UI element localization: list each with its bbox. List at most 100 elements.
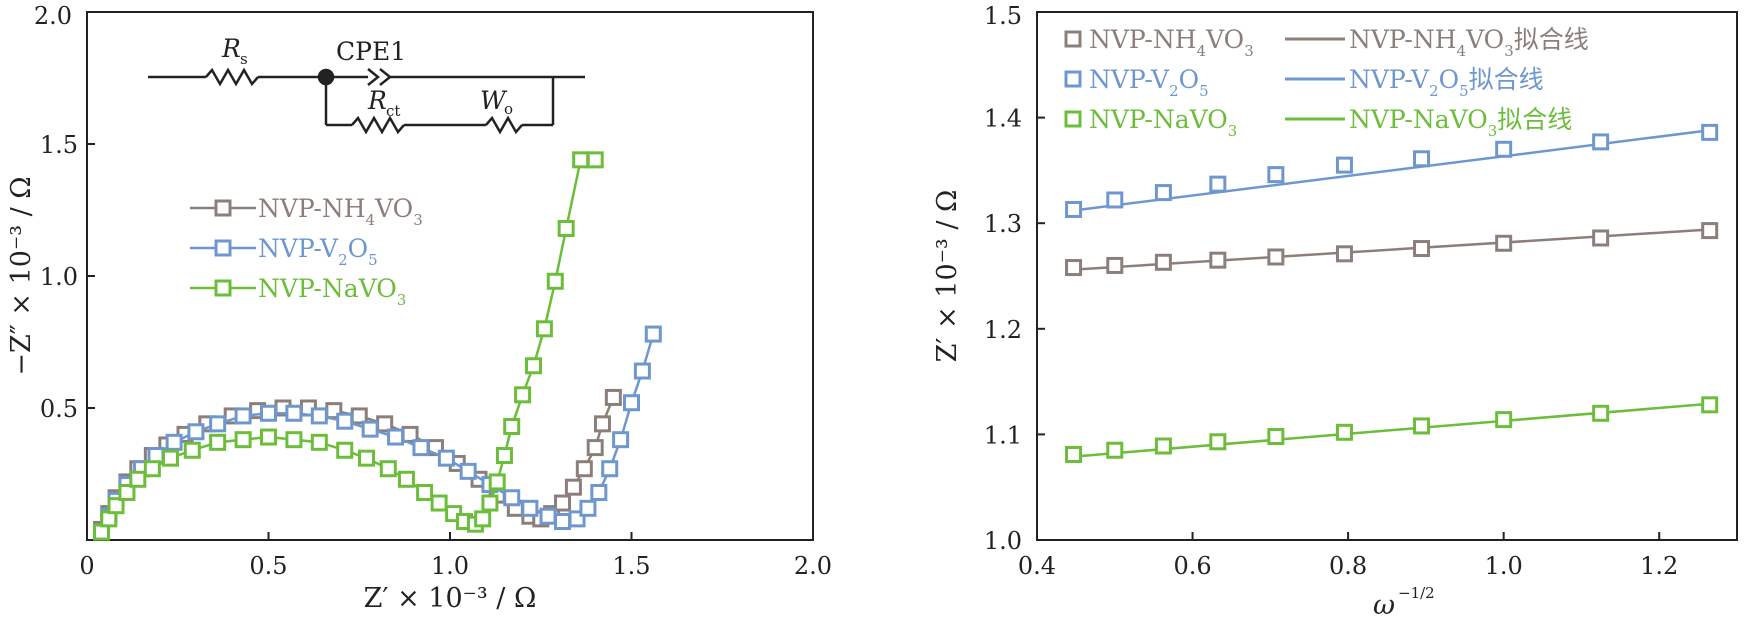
warburg-plot-frame bbox=[1036, 11, 1738, 541]
legend-label-name-sub1: 4 bbox=[366, 211, 376, 229]
warburg-data-point bbox=[1065, 445, 1083, 463]
warburg-series bbox=[1065, 123, 1719, 463]
warburg-data-point bbox=[1209, 433, 1227, 451]
nyquist-y-tick-label: 0.5 bbox=[40, 395, 78, 423]
warburg-data-point bbox=[1267, 166, 1285, 184]
nyquist-data-point bbox=[524, 357, 542, 375]
nyquist-data-point bbox=[437, 449, 455, 467]
legend-label-name-main: NVP-NH bbox=[258, 194, 366, 223]
warburg-element bbox=[485, 115, 523, 135]
circuit-label-rs: R bbox=[221, 34, 241, 63]
warburg-data-point bbox=[1267, 248, 1285, 266]
warburg-y-tick-label: 1.1 bbox=[984, 421, 1022, 449]
nyquist-legend-marker bbox=[214, 279, 232, 297]
cpe-element-left bbox=[367, 68, 381, 86]
nyquist-data-point bbox=[564, 478, 582, 496]
legend-label-name-sub2: 3 bbox=[413, 211, 423, 229]
nyquist-x-tick-label: 2.0 bbox=[794, 552, 832, 580]
warburg-y-tick-label: 1.3 bbox=[984, 210, 1022, 238]
warburg-y-tick-label: 1.5 bbox=[984, 2, 1022, 30]
legend-label-name-sub1: 4 bbox=[1457, 42, 1467, 60]
nyquist-data-point bbox=[521, 499, 539, 517]
warburg-data-point bbox=[1335, 245, 1353, 263]
nyquist-data-point bbox=[336, 441, 354, 459]
nyquist-data-point bbox=[209, 415, 227, 433]
legend-label-name-main: NVP-V bbox=[1089, 65, 1170, 94]
legend-label-name-sub1: 4 bbox=[1197, 42, 1207, 60]
legend-label-name-main: NVP-NH bbox=[1089, 25, 1197, 54]
legend-label-name-sub1: 2 bbox=[338, 251, 348, 269]
warburg-x-axis-label-sup: −1/2 bbox=[1398, 584, 1435, 602]
nyquist-x-tick-label: 0.5 bbox=[249, 552, 287, 580]
nyquist-legend-label: NVP-NaVO3 bbox=[258, 274, 406, 309]
legend-label-name-sub2: 3 bbox=[1504, 42, 1514, 60]
warburg-data-point bbox=[1267, 428, 1285, 446]
nyquist-data-point bbox=[107, 497, 125, 515]
nyquist-data-point bbox=[358, 449, 376, 467]
warburg-data-point bbox=[1413, 150, 1431, 168]
nyquist-data-point bbox=[165, 433, 183, 451]
nyquist-data-point bbox=[481, 494, 499, 512]
nyquist-y-tick-label: 1.0 bbox=[40, 263, 78, 291]
nyquist-data-point bbox=[161, 449, 179, 467]
legend-label-name-main: NVP-V bbox=[258, 234, 339, 263]
legend-label-name-sub1: 3 bbox=[397, 291, 407, 309]
nyquist-data-point bbox=[546, 272, 564, 290]
nyquist-data-point bbox=[623, 394, 640, 412]
warburg-legend-label: NVP-NaVO3 bbox=[1089, 105, 1237, 140]
legend-label-name-mid: O bbox=[348, 234, 369, 263]
warburg-legend-marker bbox=[1064, 110, 1082, 128]
legend-label-fit-suffix: 拟合线 bbox=[1497, 105, 1572, 134]
nyquist-data-point bbox=[285, 431, 303, 449]
warburg-x-tick-label: 0.4 bbox=[1018, 552, 1056, 580]
warburg-data-point bbox=[1065, 200, 1083, 218]
warburg-legend-fit-label: NVP-NaVO3拟合线 bbox=[1349, 105, 1572, 140]
nyquist-data-point bbox=[593, 415, 611, 433]
nyquist-data-point bbox=[285, 404, 303, 422]
legend-label-name-sub2: 5 bbox=[1199, 82, 1209, 100]
nyquist-data-point bbox=[586, 151, 604, 169]
nyquist-data-point bbox=[416, 483, 434, 501]
warburg-legend-fit-label: NVP-NH4VO3拟合线 bbox=[1349, 25, 1589, 60]
nyquist-legend-marker bbox=[214, 199, 232, 217]
legend-label-fit-suffix: 拟合线 bbox=[1469, 65, 1544, 94]
nyquist-data-point bbox=[379, 460, 397, 478]
legend-label-name-main: NVP-NaVO bbox=[1349, 105, 1488, 134]
warburg-data-point bbox=[1154, 253, 1172, 271]
warburg-y-tick-label: 1.2 bbox=[984, 316, 1022, 344]
warburg-data-point bbox=[1106, 256, 1124, 274]
nyquist-data-point bbox=[579, 499, 597, 517]
warburg-data-point bbox=[1495, 234, 1513, 252]
nyquist-data-point bbox=[143, 460, 161, 478]
legend-label-name-sub1: 3 bbox=[1228, 122, 1238, 140]
warburg-x-tick-label: 0.8 bbox=[1329, 552, 1367, 580]
nyquist-data-point bbox=[474, 510, 492, 528]
warburg-y-axis-label: Z′ × 10⁻³ / Ω bbox=[932, 190, 963, 363]
nyquist-data-point bbox=[488, 473, 506, 491]
circuit-label-rs-sub: s bbox=[240, 50, 248, 68]
warburg-data-point bbox=[1209, 251, 1227, 269]
nyquist-data-point bbox=[604, 388, 622, 406]
warburg-legend-label: NVP-NH4VO3 bbox=[1089, 25, 1254, 60]
nyquist-data-point bbox=[557, 219, 575, 237]
nyquist-y-tick-label: 1.5 bbox=[40, 131, 78, 159]
warburg-y-tick-label: 1.0 bbox=[984, 527, 1022, 555]
legend-label-fit-suffix: 拟合线 bbox=[1514, 25, 1589, 54]
nyquist-data-point bbox=[209, 433, 227, 451]
warburg-data-point bbox=[1209, 175, 1227, 193]
nyquist-data-point bbox=[495, 447, 513, 465]
nyquist-data-point bbox=[234, 431, 252, 449]
nyquist-data-point bbox=[118, 483, 136, 501]
nyquist-data-point bbox=[310, 407, 328, 425]
nyquist-x-axis-label: Z′ × 10⁻³ / Ω bbox=[364, 583, 537, 614]
legend-label-name-mid: O bbox=[1179, 65, 1200, 94]
nyquist-data-point bbox=[387, 428, 405, 446]
nyquist-data-point bbox=[459, 462, 477, 480]
warburg-data-point bbox=[1154, 437, 1172, 455]
warburg-x-tick-label: 1.2 bbox=[1640, 552, 1678, 580]
nyquist-panel: 0 0.5 1.0 1.5 2.02.00.51.01.5 Z′ × 10⁻³ / Ω … bbox=[6, 2, 832, 614]
nyquist-legend-label: NVP-NH4VO3 bbox=[258, 194, 423, 229]
nyquist-data-point bbox=[503, 417, 521, 435]
legend-label-name-sub1: 2 bbox=[1169, 82, 1179, 100]
